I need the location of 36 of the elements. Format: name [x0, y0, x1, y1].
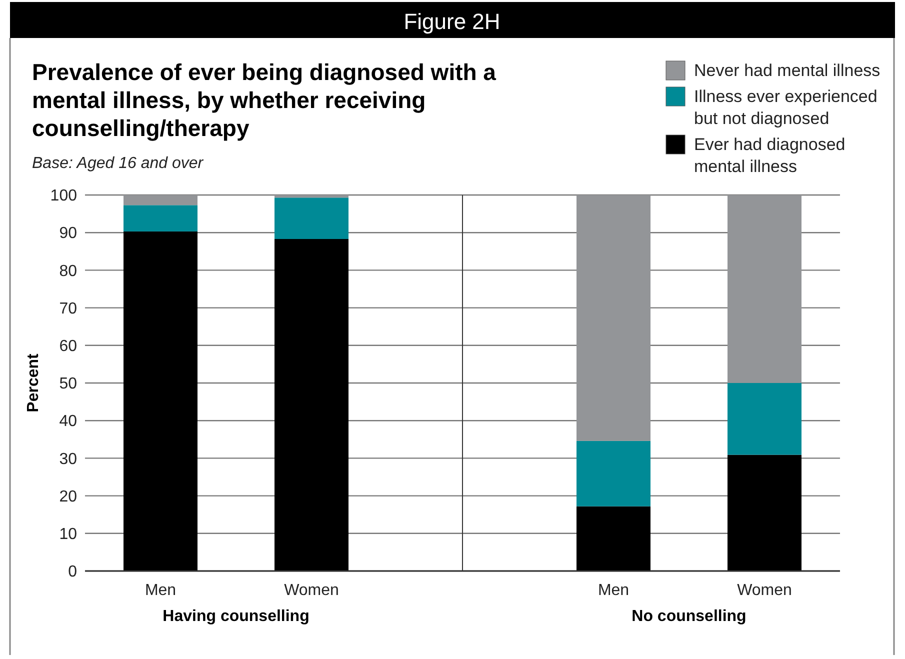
- bar: [124, 231, 198, 571]
- y-tick-label: 40: [59, 413, 78, 430]
- x-tick-label: Men: [598, 582, 630, 599]
- bar: [728, 195, 802, 383]
- legend-label: Ever had diagnosed mental illness: [694, 135, 846, 176]
- y-tick-label: 30: [59, 450, 78, 468]
- bar: [274, 238, 348, 571]
- legend-label: Never had mental illness: [694, 61, 880, 80]
- bar: [274, 198, 348, 239]
- y-tick-label: 20: [59, 488, 78, 506]
- x-axis-title: Having counselling: [162, 608, 310, 625]
- y-tick-label: 0: [68, 564, 78, 581]
- x-tick-label: Men: [144, 582, 176, 599]
- bar: [576, 195, 650, 441]
- y-tick-label: 70: [59, 300, 78, 318]
- x-tick-label: Women: [737, 582, 792, 599]
- y-tick-label: 80: [59, 262, 78, 280]
- bar: [274, 195, 348, 198]
- x-tick-label: Women: [284, 582, 339, 599]
- bar: [124, 205, 198, 232]
- bar: [576, 506, 650, 571]
- bar: [728, 454, 802, 571]
- y-tick-label: 10: [59, 526, 78, 543]
- x-axis-title: No counselling: [632, 608, 746, 625]
- bar: [124, 195, 198, 206]
- y-tick-label: 50: [59, 376, 78, 393]
- y-tick-label: 60: [59, 338, 78, 355]
- y-tick-label: 100: [50, 188, 78, 205]
- y-axis-title: Percent: [25, 352, 42, 412]
- y-tick-label: 90: [59, 225, 78, 242]
- chart-subtitle: Base: Aged 16 and over: [32, 155, 204, 172]
- legend-label: Illness ever experienced but not diagnosed: [694, 87, 878, 128]
- bar: [728, 383, 802, 455]
- chart-title: Prevalence of ever being diagnosed with a mental illness, by whether receiving counselling/therapy: [32, 59, 496, 141]
- bar: [576, 440, 650, 506]
- caption: Figure 2H: [404, 9, 500, 34]
